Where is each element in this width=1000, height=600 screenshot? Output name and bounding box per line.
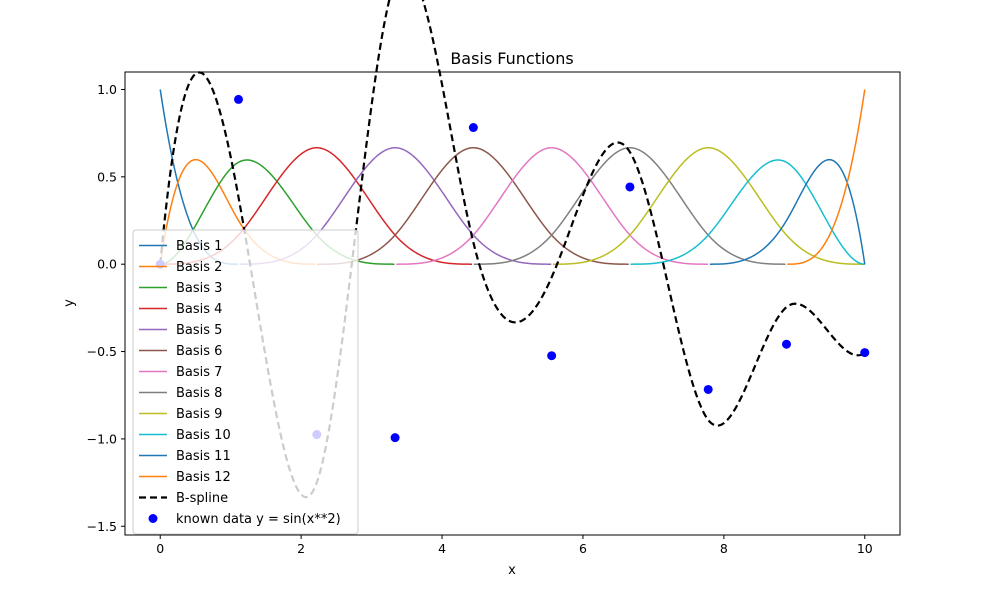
- legend-label: B-spline: [176, 491, 228, 506]
- legend-label: Basis 1: [176, 239, 222, 254]
- legend-label: Basis 10: [176, 428, 231, 443]
- data-point: [390, 433, 400, 443]
- data-point: [703, 384, 713, 394]
- y-tick-label: −1.5: [87, 519, 117, 534]
- data-point: [547, 351, 557, 361]
- legend-label: Basis 2: [176, 260, 222, 275]
- plot-lines: [159, 0, 866, 499]
- y-tick-label: −0.5: [87, 344, 117, 359]
- legend-label: Basis 7: [176, 365, 222, 380]
- legend-label: known data y = sin(x**2): [176, 512, 341, 527]
- data-point: [234, 94, 244, 104]
- y-tick-label: 1.0: [97, 82, 117, 97]
- basis-line-8: [473, 146, 786, 265]
- legend-label: Basis 12: [176, 470, 231, 485]
- legend-label: Basis 5: [176, 323, 222, 338]
- data-point: [468, 123, 478, 133]
- chart-title: Basis Functions: [450, 49, 573, 68]
- basis-line-9: [553, 146, 865, 265]
- data-point: [781, 339, 791, 349]
- y-tick-label: −1.0: [87, 431, 117, 446]
- basis-line-6: [316, 146, 629, 265]
- x-tick-label: 10: [857, 541, 873, 556]
- legend-label: Basis 6: [176, 344, 222, 359]
- x-tick-label: 0: [156, 541, 164, 556]
- basis-line-11: [709, 158, 866, 265]
- legend: Basis 1 Basis 2 Basis 3 Basis 4 Basis 5 Basis…: [132, 229, 359, 535]
- y-tick-label: 0.0: [97, 257, 117, 272]
- legend-label: Basis 9: [176, 407, 222, 422]
- data-point: [860, 348, 870, 358]
- y-tick-label: 0.5: [97, 169, 117, 184]
- legend-label: Basis 11: [176, 449, 231, 464]
- bspline-line: [159, 0, 866, 499]
- basis-line-10: [630, 159, 865, 265]
- y-axis: −1.5 −1.0 −0.5 0.0 0.5 1.0: [87, 82, 125, 534]
- basis-line-7: [396, 146, 709, 265]
- legend-label: Basis 3: [176, 281, 222, 296]
- x-tick-label: 4: [438, 541, 446, 556]
- legend-label: Basis 8: [176, 386, 222, 401]
- x-tick-label: 6: [579, 541, 587, 556]
- plot-frame: [124, 71, 901, 536]
- x-tick-label: 8: [720, 541, 728, 556]
- legend-label: Basis 4: [176, 302, 222, 317]
- basis-line-12: [787, 89, 866, 265]
- x-axis-label: x: [508, 563, 516, 578]
- legend-box: [132, 229, 359, 535]
- x-axis: 0 2 4 6 8 10: [156, 535, 873, 556]
- legend-marker: [148, 514, 158, 523]
- x-tick-label: 2: [297, 541, 305, 556]
- data-point: [625, 182, 635, 192]
- y-axis-label: y: [62, 299, 77, 307]
